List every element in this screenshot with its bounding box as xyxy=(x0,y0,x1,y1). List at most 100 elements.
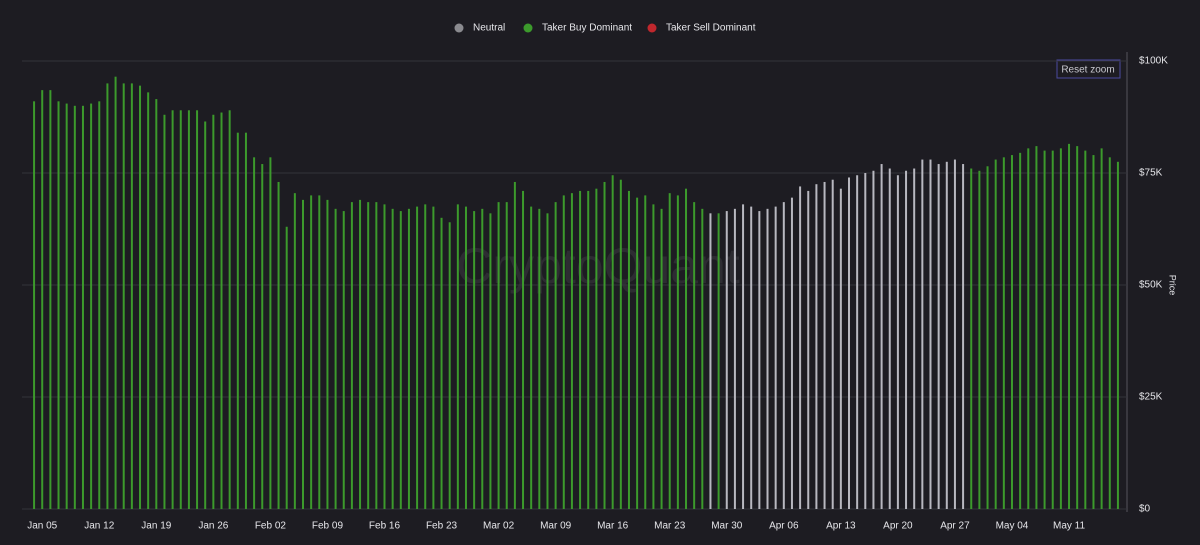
bar xyxy=(1059,148,1062,510)
bar xyxy=(90,103,93,509)
y-tick-label: $0 xyxy=(1139,504,1151,515)
bar xyxy=(766,208,769,509)
bar xyxy=(293,193,296,509)
bar xyxy=(856,175,859,510)
bar xyxy=(163,114,166,509)
bar xyxy=(1084,150,1087,509)
bar xyxy=(130,83,133,510)
legend-swatch[interactable] xyxy=(523,23,533,33)
x-tick-label: Mar 30 xyxy=(711,521,743,532)
bar xyxy=(187,110,190,509)
legend-item[interactable]: Neutral xyxy=(454,23,506,34)
bar xyxy=(1043,150,1046,509)
bar xyxy=(171,110,174,509)
bar xyxy=(147,92,150,510)
bar xyxy=(644,195,647,509)
bar xyxy=(448,222,451,509)
x-tick-label: Mar 02 xyxy=(483,521,515,532)
bar xyxy=(896,175,899,510)
legend-swatch[interactable] xyxy=(647,23,657,33)
bar xyxy=(799,186,802,509)
x-tick-label: Feb 23 xyxy=(426,521,458,532)
bar xyxy=(253,157,256,509)
bar xyxy=(717,213,720,509)
bar xyxy=(905,170,908,509)
x-tick-label: Mar 09 xyxy=(540,521,572,532)
x-tick-label: Apr 27 xyxy=(940,521,970,532)
bar xyxy=(1092,155,1095,509)
bar xyxy=(497,202,500,509)
bar xyxy=(179,110,182,509)
bar xyxy=(603,181,606,509)
bar xyxy=(839,188,842,509)
bar xyxy=(228,110,231,509)
bar xyxy=(530,206,533,509)
bar xyxy=(139,85,142,509)
bar xyxy=(807,190,810,510)
bar xyxy=(440,217,443,510)
bar xyxy=(978,170,981,509)
legend-item[interactable]: Taker Buy Dominant xyxy=(523,23,633,34)
bar xyxy=(872,170,875,509)
bar xyxy=(636,197,639,509)
bar xyxy=(261,164,264,510)
bar xyxy=(611,175,614,510)
bar xyxy=(285,226,288,509)
bar xyxy=(424,204,427,510)
button-label[interactable]: Reset zoom xyxy=(1061,65,1114,76)
reset-zoom-button[interactable]: Reset zoom xyxy=(1056,59,1121,79)
bar xyxy=(937,164,940,510)
bar xyxy=(546,213,549,509)
bar xyxy=(579,190,582,510)
y-axis-title: Price xyxy=(1168,275,1178,296)
button-box[interactable] xyxy=(1056,59,1121,79)
bar xyxy=(1035,146,1038,509)
bar xyxy=(65,103,68,509)
x-tick-label: May 11 xyxy=(1053,521,1085,532)
bar xyxy=(204,121,207,509)
bar xyxy=(986,166,989,509)
bar xyxy=(236,132,239,509)
x-tick-label: Mar 16 xyxy=(597,521,629,532)
bar xyxy=(888,168,891,509)
bar xyxy=(774,206,777,509)
bar xyxy=(33,101,36,509)
legend-swatch[interactable] xyxy=(454,23,464,33)
bar xyxy=(587,190,590,510)
y-tick-label: $100K xyxy=(1139,56,1168,67)
bar xyxy=(244,132,247,509)
bar xyxy=(326,199,329,509)
bar xyxy=(277,181,280,509)
bar xyxy=(921,159,924,509)
x-tick-label: Jan 05 xyxy=(27,521,57,532)
x-tick-label: Apr 06 xyxy=(769,521,799,532)
bar xyxy=(660,208,663,509)
legend-item[interactable]: Taker Sell Dominant xyxy=(647,23,756,34)
bar xyxy=(929,159,932,509)
bar xyxy=(970,168,973,509)
bar xyxy=(416,206,419,509)
bar xyxy=(342,211,345,509)
y-tick-label: $50K xyxy=(1139,280,1163,291)
bar xyxy=(399,211,402,509)
bar xyxy=(106,83,109,510)
bar xyxy=(334,208,337,509)
bar xyxy=(367,202,370,509)
bar xyxy=(1116,161,1119,510)
bar xyxy=(318,195,321,509)
bar xyxy=(464,206,467,509)
x-tick-label: Feb 09 xyxy=(312,521,344,532)
bar xyxy=(815,184,818,509)
bar xyxy=(310,195,313,509)
legend-label[interactable]: Neutral xyxy=(473,23,505,34)
bar xyxy=(693,202,696,509)
x-tick-label: Feb 16 xyxy=(369,521,401,532)
legend-label[interactable]: Taker Buy Dominant xyxy=(542,23,632,34)
legend-label[interactable]: Taker Sell Dominant xyxy=(666,23,756,34)
bar xyxy=(57,101,60,509)
x-tick-label: Jan 26 xyxy=(198,521,228,532)
bar xyxy=(962,164,965,510)
bar xyxy=(456,204,459,510)
bar xyxy=(994,159,997,509)
